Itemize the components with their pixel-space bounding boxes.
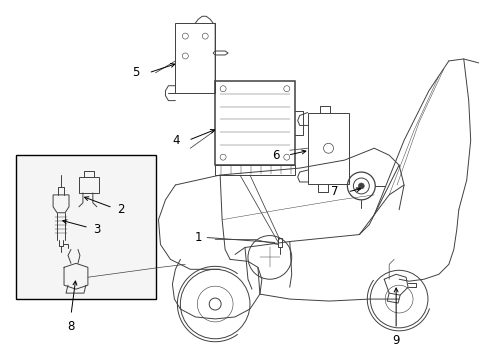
Text: 6: 6	[271, 149, 279, 162]
Text: 5: 5	[132, 66, 139, 79]
Bar	[215, 81, 294, 165]
Text: 1: 1	[194, 231, 202, 244]
Text: 9: 9	[391, 334, 399, 347]
Text: 4: 4	[172, 134, 180, 147]
Bar	[79, 177, 99, 193]
Text: 8: 8	[67, 320, 75, 333]
Circle shape	[358, 183, 364, 189]
Bar	[175, 23, 215, 93]
Bar	[307, 113, 349, 184]
Text: 7: 7	[330, 185, 338, 198]
Text: 3: 3	[93, 223, 101, 236]
Text: 2: 2	[117, 203, 124, 216]
Bar	[215, 165, 294, 175]
Bar	[16, 155, 155, 299]
